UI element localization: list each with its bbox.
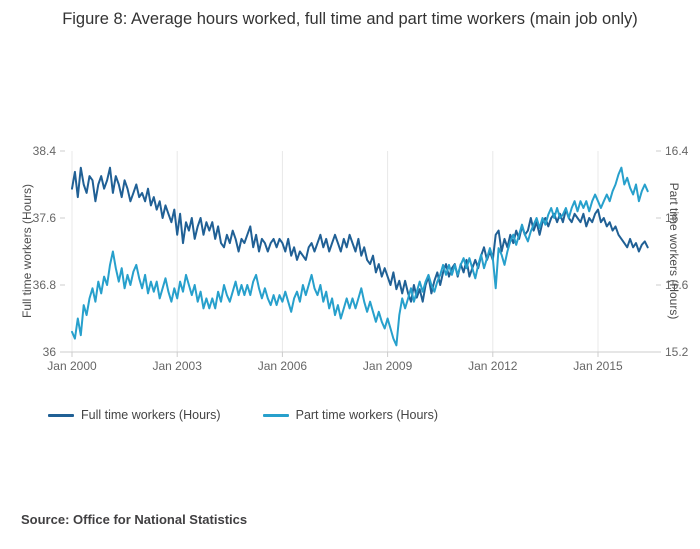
part-time-line-swatch [262, 413, 289, 417]
legend-label-part-time: Part time workers (Hours) [295, 408, 438, 422]
full-time-line-swatch [48, 413, 74, 417]
x-tick-label: Jan 2006 [258, 359, 308, 373]
legend-item-part-time[interactable]: Part time workers (Hours) [262, 408, 438, 422]
y-left-tick-label: 38.4 [33, 144, 57, 158]
y-left-tick-label: 36.8 [33, 278, 57, 292]
y-right-tick-label: 15.6 [665, 278, 689, 292]
series-line-full-time [71, 166, 649, 303]
y-right-tick-label: 16.4 [665, 144, 689, 158]
source-text: Source: Office for National Statistics [21, 512, 248, 527]
x-tick-label: Jan 2009 [363, 359, 413, 373]
legend: Full time workers (Hours) Part time work… [48, 408, 438, 422]
series-line-part-time [71, 166, 649, 347]
legend-label-full-time: Full time workers (Hours) [81, 408, 221, 422]
chart-title: Figure 8: Average hours worked, full tim… [62, 10, 638, 28]
y-right-tick-label: 15.2 [665, 345, 689, 359]
x-tick-label: Jan 2003 [153, 359, 203, 373]
y-right-tick-label: 16 [665, 211, 679, 225]
x-tick-label: Jan 2015 [573, 359, 623, 373]
y-left-tick-label: 37.6 [33, 211, 57, 225]
x-tick-label: Jan 2000 [47, 359, 97, 373]
y-left-tick-label: 36 [43, 345, 57, 359]
legend-item-full-time[interactable]: Full time workers (Hours) [48, 408, 221, 422]
line-chart: Jan 2000 Jan 2003 Jan 2006 Jan 2009 Jan 2012… [33, 144, 689, 373]
x-tick-label: Jan 2012 [468, 359, 518, 373]
